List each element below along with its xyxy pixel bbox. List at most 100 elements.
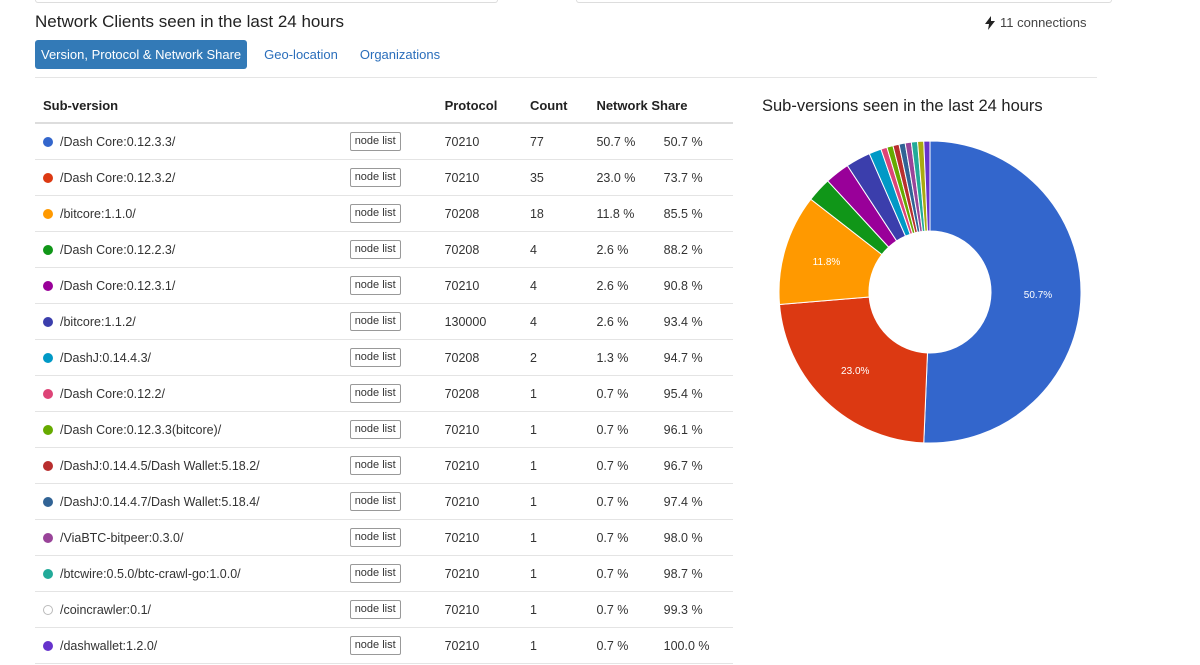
node-list-button[interactable]: node list: [349, 276, 401, 295]
count-cell: 4: [529, 267, 597, 304]
series-color-dot: [43, 460, 53, 471]
pie-slice[interactable]: [778, 296, 928, 444]
table-row: /ViaBTC-bitpeer:0.3.0/node list 70210 1 0.7…: [35, 519, 733, 556]
share-cell: 2.6 %: [596, 303, 664, 340]
protocol-cell: 70210: [444, 627, 530, 664]
tab-geo-location[interactable]: Geo-location: [264, 47, 338, 62]
share-cell: 0.7 %: [596, 483, 664, 520]
table-row: /DashJ:0.14.4.3/node list 70208 2 1.3 % 94.7…: [35, 339, 733, 376]
cumulative-share-cell: 94.7 %: [663, 339, 733, 376]
cumulative-share-cell: 93.4 %: [663, 303, 733, 340]
subversion-name: /bitcore:1.1.0/: [60, 206, 136, 221]
node-list-button[interactable]: node list: [349, 636, 401, 655]
series-color-dot: [43, 640, 53, 651]
node-list-button[interactable]: node list: [349, 600, 401, 619]
pie-slice[interactable]: [923, 140, 1082, 444]
top-panel-edge-left: [35, 0, 498, 3]
series-color-dot: [43, 244, 53, 255]
node-list-button[interactable]: node list: [349, 132, 401, 151]
protocol-cell: 70208: [444, 375, 530, 412]
series-color-dot: [43, 604, 53, 615]
node-list-button[interactable]: node list: [349, 492, 401, 511]
subversion-cell: /bitcore:1.1.0/: [35, 195, 350, 232]
node-list-cell: node list: [349, 267, 445, 304]
count-cell: 1: [529, 375, 597, 412]
subversion-name: /dashwallet:1.2.0/: [60, 638, 158, 653]
subversion-name: /ViaBTC-bitpeer:0.3.0/: [60, 530, 184, 545]
subversion-cell: /ViaBTC-bitpeer:0.3.0/: [35, 519, 350, 556]
protocol-cell: 70210: [444, 519, 530, 556]
cumulative-share-cell: 98.0 %: [663, 519, 733, 556]
node-list-button[interactable]: node list: [349, 204, 401, 223]
share-cell: 23.0 %: [596, 159, 664, 196]
table-row: /Dash Core:0.12.2.3/node list 70208 4 2.6 %…: [35, 231, 733, 268]
share-cell: 0.7 %: [596, 591, 664, 628]
cumulative-share-cell: 98.7 %: [663, 555, 733, 592]
node-list-cell: node list: [349, 303, 445, 340]
protocol-cell: 70210: [444, 591, 530, 628]
table-row: /bitcore:1.1.2/node list 130000 4 2.6 % 93.4…: [35, 303, 733, 340]
protocol-cell: 70210: [444, 483, 530, 520]
series-color-dot: [43, 424, 53, 435]
subversion-name: /Dash Core:0.12.2/: [60, 386, 165, 401]
header-network-share: Network Share: [596, 88, 733, 124]
series-color-dot: [43, 532, 53, 543]
node-list-button[interactable]: node list: [349, 420, 401, 439]
series-color-dot: [43, 352, 53, 363]
table-row: /DashJ:0.14.4.7/Dash Wallet:5.18.4/node …: [35, 483, 733, 520]
node-list-button[interactable]: node list: [349, 240, 401, 259]
cumulative-share-cell: 96.7 %: [663, 447, 733, 484]
table-header-row: Sub-version Protocol Count Network Share: [35, 88, 733, 124]
count-cell: 77: [529, 123, 597, 160]
subversion-name: /btcwire:0.5.0/btc-crawl-go:1.0.0/: [60, 566, 241, 581]
protocol-cell: 70210: [444, 447, 530, 484]
node-list-button[interactable]: node list: [349, 564, 401, 583]
table-row: /btcwire:0.5.0/btc-crawl-go:1.0.0/node l…: [35, 555, 733, 592]
subversion-cell: /btcwire:0.5.0/btc-crawl-go:1.0.0/: [35, 555, 350, 592]
subversion-cell: /DashJ:0.14.4.3/: [35, 339, 350, 376]
bolt-icon: [985, 15, 995, 30]
subversion-cell: /DashJ:0.14.4.7/Dash Wallet:5.18.4/: [35, 483, 350, 520]
node-list-button[interactable]: node list: [349, 456, 401, 475]
node-list-button[interactable]: node list: [349, 348, 401, 367]
subversion-cell: /Dash Core:0.12.2/: [35, 375, 350, 412]
top-panel-edge-right: [576, 0, 1112, 3]
header-subversion: Sub-version: [35, 88, 350, 124]
protocol-cell: 70210: [444, 411, 530, 448]
table-row: /bitcore:1.1.0/node list 70208 18 11.8 % 85.…: [35, 195, 733, 232]
pie-slice[interactable]: [923, 140, 931, 232]
node-list-button[interactable]: node list: [349, 384, 401, 403]
share-cell: 2.6 %: [596, 267, 664, 304]
node-list-cell: node list: [349, 627, 445, 664]
pie-slice-label: 11.8%: [813, 257, 841, 268]
subversion-name: /Dash Core:0.12.2.3/: [60, 242, 176, 257]
protocol-cell: 70208: [444, 195, 530, 232]
tab-organizations[interactable]: Organizations: [359, 47, 441, 62]
node-list-cell: node list: [349, 519, 445, 556]
node-list-button[interactable]: node list: [349, 168, 401, 187]
series-color-dot: [43, 208, 53, 219]
node-list-button[interactable]: node list: [349, 528, 401, 547]
series-color-dot: [43, 280, 53, 291]
node-list-button[interactable]: node list: [349, 312, 401, 331]
table-row: /Dash Core:0.12.3.2/node list 70210 35 23.0…: [35, 159, 733, 196]
header-count: Count: [529, 88, 597, 124]
cumulative-share-cell: 90.8 %: [663, 267, 733, 304]
cumulative-share-cell: 95.4 %: [663, 375, 733, 412]
connections-indicator: 11 connections: [985, 15, 1087, 30]
share-cell: 0.7 %: [596, 375, 664, 412]
subversion-cell: /Dash Core:0.12.2.3/: [35, 231, 350, 268]
cumulative-share-cell: 97.4 %: [663, 483, 733, 520]
node-list-cell: node list: [349, 195, 445, 232]
subversion-name: /bitcore:1.1.2/: [60, 314, 136, 329]
share-cell: 0.7 %: [596, 627, 664, 664]
protocol-cell: 70208: [444, 339, 530, 376]
tab-version-protocol[interactable]: Version, Protocol & Network Share: [35, 40, 248, 69]
table-row: /Dash Core:0.12.3.3/node list 70210 77 50.7…: [35, 123, 733, 160]
count-cell: 1: [529, 627, 597, 664]
count-cell: 1: [529, 519, 597, 556]
protocol-cell: 70210: [444, 159, 530, 196]
subversion-cell: /Dash Core:0.12.3.1/: [35, 267, 350, 304]
node-list-cell: node list: [349, 411, 445, 448]
connections-count: 11 connections: [1000, 15, 1087, 30]
